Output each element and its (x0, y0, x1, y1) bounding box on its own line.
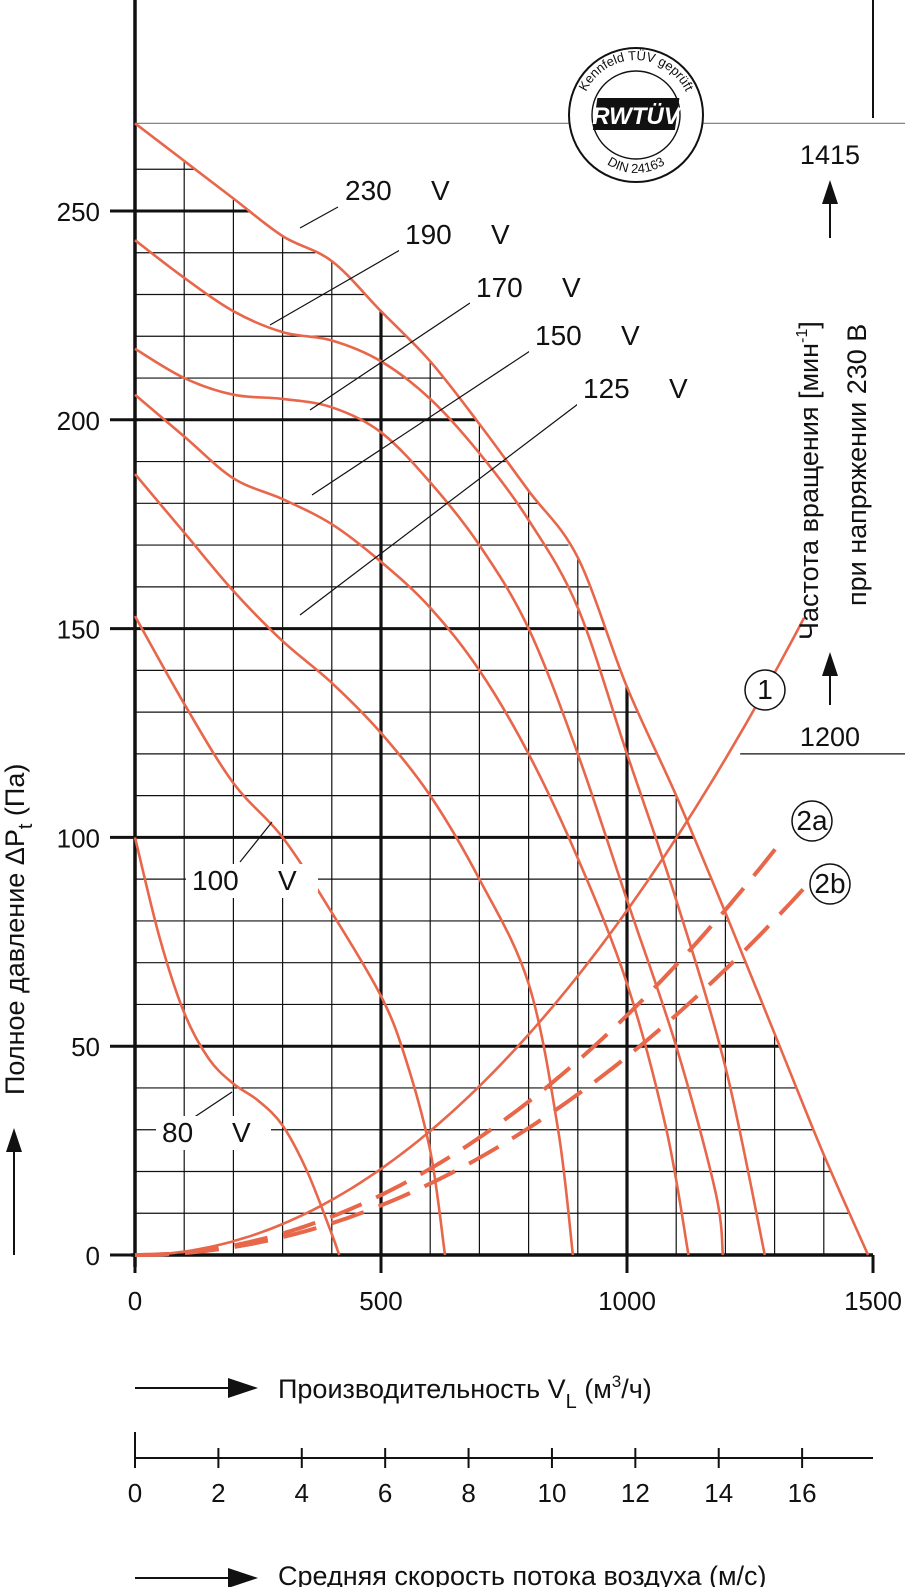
labels: Производительность VL (м3/ч) Средняя скор… (0, 140, 872, 1587)
system-curve-marker-1 (744, 669, 786, 711)
fan-curve-leader-125 (299, 403, 579, 616)
speed-arrow-top-head (822, 180, 838, 204)
fan-curve-unit-100: V (278, 865, 297, 896)
fan-curve-unit-125: V (669, 373, 688, 404)
fan-curve-unit-190: V (491, 219, 510, 250)
velocity-tick-label: 6 (378, 1478, 392, 1508)
velocity-tick-label: 0 (128, 1478, 142, 1508)
x-tick-label: 1500 (844, 1286, 902, 1316)
velocity-tick-label: 14 (704, 1478, 733, 1508)
fan-curve-label-170: 170 (476, 272, 523, 303)
fan-curve-label-bg (339, 174, 471, 208)
fan-curve-label-bg (470, 271, 602, 305)
system-curve-1 (134, 617, 806, 1257)
fan-curve-unit-170: V (562, 272, 581, 303)
y-tick-label: 100 (57, 823, 100, 853)
y-tick-label: 0 (86, 1241, 100, 1271)
velocity-tick-label: 12 (621, 1478, 650, 1508)
velocity-tick-label: 8 (461, 1478, 475, 1508)
fan-curve-80 (133, 837, 341, 1256)
y-axis-arrow-head (6, 1128, 22, 1152)
fan-curve-unit-150: V (621, 320, 640, 351)
fan-curve-170 (134, 347, 725, 1256)
velocity-axis-arrow-head (228, 1568, 258, 1587)
fan-curve-label-100: 100 (192, 865, 239, 896)
fan-curve-unit-230: V (431, 175, 450, 206)
velocity-axis-title: Средняя скорость потока воздуха (м/с) (278, 1561, 767, 1587)
x-tick-label: 0 (128, 1286, 142, 1316)
fan-curve-label-150: 150 (535, 320, 582, 351)
system-curve-marker-2a (791, 800, 833, 842)
speed-axis-title-line1: Частота вращения [мин-1] (794, 321, 824, 640)
x-axis-title: Производительность VL (м3/ч) (278, 1372, 652, 1413)
system-curve-label-2b: 2b (814, 868, 845, 899)
fan-curve-125 (134, 473, 575, 1256)
fan-curve-190 (134, 239, 767, 1256)
velocity-tick-label: 16 (788, 1478, 817, 1508)
fan-curve-leader-100 (239, 821, 273, 863)
system-curve-label-2a: 2a (796, 805, 828, 836)
speed-arrow-bottom-head (822, 652, 838, 676)
velocity-tick-label: 10 (537, 1478, 566, 1508)
fan-curve-100 (133, 615, 447, 1256)
velocity-tick-label: 4 (295, 1478, 309, 1508)
fan-curve-label-125: 125 (583, 373, 630, 404)
fan-curve-leader-230 (299, 206, 339, 229)
fan-curve-leader-80 (189, 1091, 233, 1121)
y-axis-title: Полное давление ΔPt (Па) (0, 764, 37, 1095)
fan-curve-label-230: 230 (345, 175, 392, 206)
speed-value-bottom: 1200 (800, 722, 860, 752)
fan-curve-label-190: 190 (405, 219, 452, 250)
x-tick-label: 500 (359, 1286, 402, 1316)
fan-curve-leader-150 (311, 350, 531, 496)
x-tick-label: 1000 (598, 1286, 656, 1316)
y-tick-label: 200 (57, 406, 100, 436)
y-tick-label: 50 (71, 1032, 100, 1062)
logo-brand: RWTÜV (592, 103, 682, 130)
speed-axis-title-line2: при напряжении 230 В (842, 324, 872, 606)
axes: 0 50 100 150 200 250 0 500 1000 1500 0 2 4 6 8 10 12 14 16 (6, 0, 902, 1587)
fan-curve-label-bg (156, 1116, 271, 1150)
system-curve-2b (134, 886, 806, 1257)
system-curve-marker-2b (809, 863, 851, 905)
fan-curve-label-bg (399, 218, 531, 252)
velocity-tick-label: 2 (211, 1478, 225, 1508)
fan-curve-label-80: 80 (162, 1117, 193, 1148)
fan-curves (133, 122, 870, 1257)
fan-curve-label-bg (186, 864, 318, 898)
x-axis-arrow-head (228, 1378, 258, 1398)
rwtuv-logo: Kennfeld TÜV geprüft DIN 24163 RWTÜV (568, 47, 704, 183)
fan-curve-150 (134, 393, 690, 1256)
fan-curve-label-bg (529, 319, 661, 353)
fan-curve-leader-190 (269, 249, 401, 326)
speed-value-top: 1415 (800, 140, 860, 170)
fan-curve-230 (134, 122, 870, 1256)
logo-ring-bottom: DIN 24163 (605, 154, 667, 176)
y-tick-label: 250 (57, 197, 100, 227)
fan-curve-unit-80: V (232, 1117, 251, 1148)
fan-curve-leader-170 (309, 302, 471, 411)
fan-curve-label-bg (577, 372, 709, 406)
system-curve-label-1: 1 (757, 674, 773, 705)
y-tick-label: 150 (57, 615, 100, 645)
